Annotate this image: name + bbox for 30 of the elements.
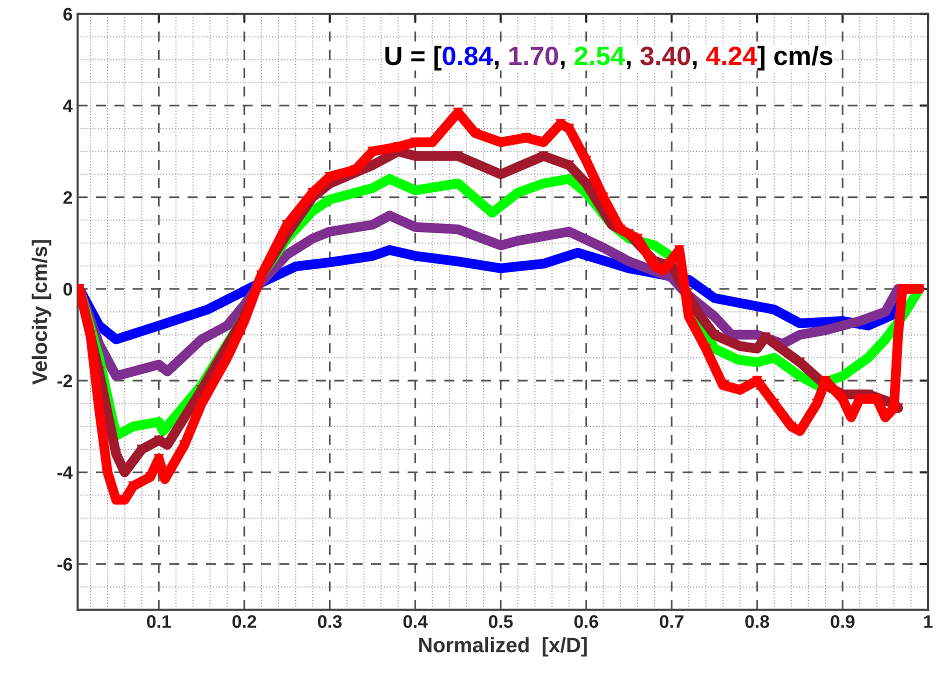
y-tick-label: -4 xyxy=(57,466,73,479)
x-tick-label: 0.5 xyxy=(488,615,513,628)
text: 4.24 xyxy=(706,46,758,65)
y-axis-title: Velocity [cm/s] xyxy=(32,240,52,385)
text: , xyxy=(692,61,697,70)
text: , xyxy=(560,61,565,70)
x-tick-label: 0.8 xyxy=(745,615,770,628)
x-tick-label: 0.2 xyxy=(232,615,256,628)
y-tick-label: 2 xyxy=(63,191,72,204)
x-tick-label: 0.6 xyxy=(574,615,598,628)
text: 3.40 xyxy=(640,46,690,66)
annotation: , xyxy=(494,61,499,70)
x-tick-label: 0.9 xyxy=(830,615,854,628)
y-tick-label: 6 xyxy=(63,8,72,21)
x-tick-label: 0.4 xyxy=(403,615,428,628)
x-tick-label: 0.7 xyxy=(660,615,684,628)
text: 2.54 xyxy=(574,46,625,66)
x-tick-label: 1 xyxy=(924,615,933,628)
text: 0.84 xyxy=(442,46,493,66)
x-axis-title: Normalized [x/D] xyxy=(419,637,587,657)
annotation: ] cm/s xyxy=(757,46,832,70)
y-tick-label: -6 xyxy=(57,558,72,571)
x-tick-label: 0.3 xyxy=(318,615,342,628)
y-tick-label: -2 xyxy=(57,374,72,388)
annotation: U = [ xyxy=(385,46,442,70)
text: , xyxy=(626,61,631,70)
text: 1.70 xyxy=(509,46,558,66)
x-tick-label: 0.1 xyxy=(147,615,171,628)
y-tick-label: 4 xyxy=(63,100,73,112)
y-tick-label: 0 xyxy=(63,282,72,296)
